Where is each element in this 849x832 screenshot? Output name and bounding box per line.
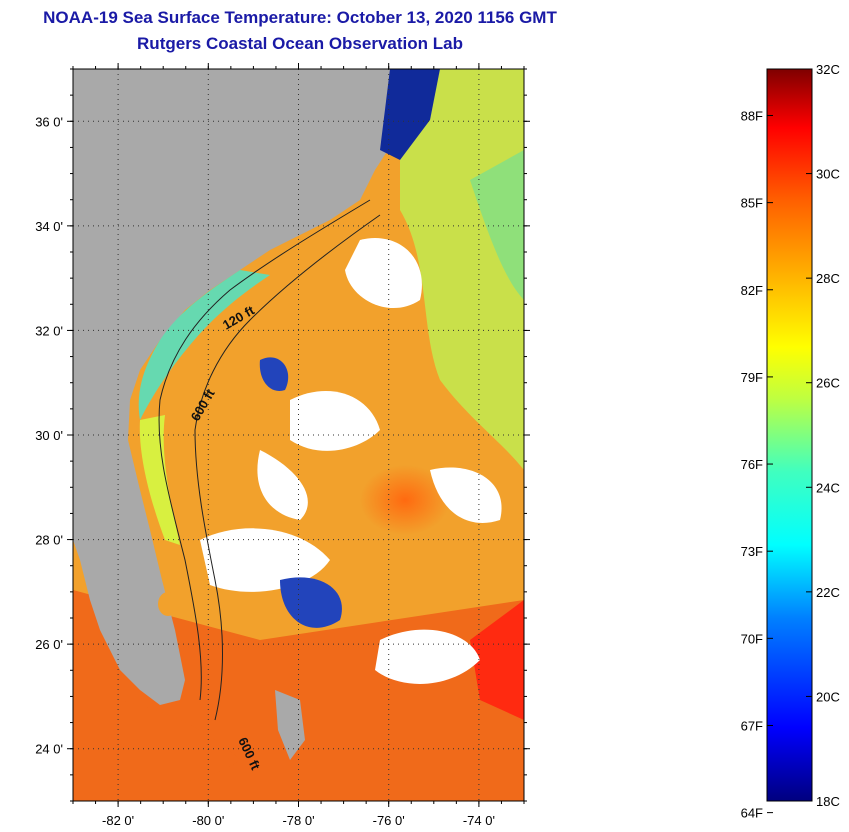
celsius-label: 28C xyxy=(816,271,840,286)
celsius-label: 32C xyxy=(816,62,840,77)
fahrenheit-label: 88F xyxy=(741,108,763,123)
lon-tick-label: -82 0' xyxy=(102,813,134,828)
fahrenheit-label: 85F xyxy=(741,196,763,211)
lat-tick-label: 30 0' xyxy=(35,428,63,443)
cloud-patch xyxy=(290,391,380,451)
lat-tick-label: 36 0' xyxy=(35,114,63,129)
fahrenheit-label: 79F xyxy=(741,370,763,385)
grid-lines xyxy=(73,69,524,801)
celsius-label: 22C xyxy=(816,585,840,600)
fahrenheit-label: 64F xyxy=(741,806,763,821)
lake-okeechobee xyxy=(158,592,178,616)
map-subtitle: Rutgers Coastal Ocean Observation Lab xyxy=(137,34,463,53)
celsius-label: 26C xyxy=(816,376,840,391)
lat-tick-label: 28 0' xyxy=(35,533,63,548)
colorbar-ticks: 32C 30C 28C 26C 24C 22C 20C 18C 88F 85F 82F 79F 76F 7… xyxy=(741,62,840,821)
fahrenheit-label: 82F xyxy=(741,283,763,298)
lat-tick-label: 26 0' xyxy=(35,637,63,652)
lon-tick-label: -80 0' xyxy=(192,813,224,828)
lat-tick-label: 34 0' xyxy=(35,219,63,234)
cold-cloud-edge xyxy=(380,69,440,160)
map-axes: 36 0' 34 0' 32 0' 30 0' 28 0' 26 0' 24 0' -82 0… xyxy=(35,63,530,828)
celsius-label: 24C xyxy=(816,480,840,495)
lon-tick-label: -74 0' xyxy=(463,813,495,828)
lon-tick-label: -78 0' xyxy=(282,813,314,828)
lon-tick-label: -76 0' xyxy=(373,813,405,828)
coastal-cool-band xyxy=(138,270,270,420)
celsius-label: 30C xyxy=(816,167,840,182)
fahrenheit-label: 76F xyxy=(741,457,763,472)
land-mainland xyxy=(73,69,400,705)
lat-tick-label: 32 0' xyxy=(35,323,63,338)
map-title: NOAA-19 Sea Surface Temperature: October… xyxy=(43,8,557,27)
contour-120ft xyxy=(158,199,371,701)
land-bahamas xyxy=(275,690,305,760)
colorbar xyxy=(766,68,813,802)
fahrenheit-label: 73F xyxy=(741,544,763,559)
fahrenheit-label: 70F xyxy=(741,631,763,646)
fahrenheit-label: 67F xyxy=(741,718,763,733)
contour-600ft xyxy=(194,214,381,721)
celsius-label: 20C xyxy=(816,689,840,704)
lat-tick-label: 24 0' xyxy=(35,742,63,757)
celsius-label: 18C xyxy=(816,794,840,809)
